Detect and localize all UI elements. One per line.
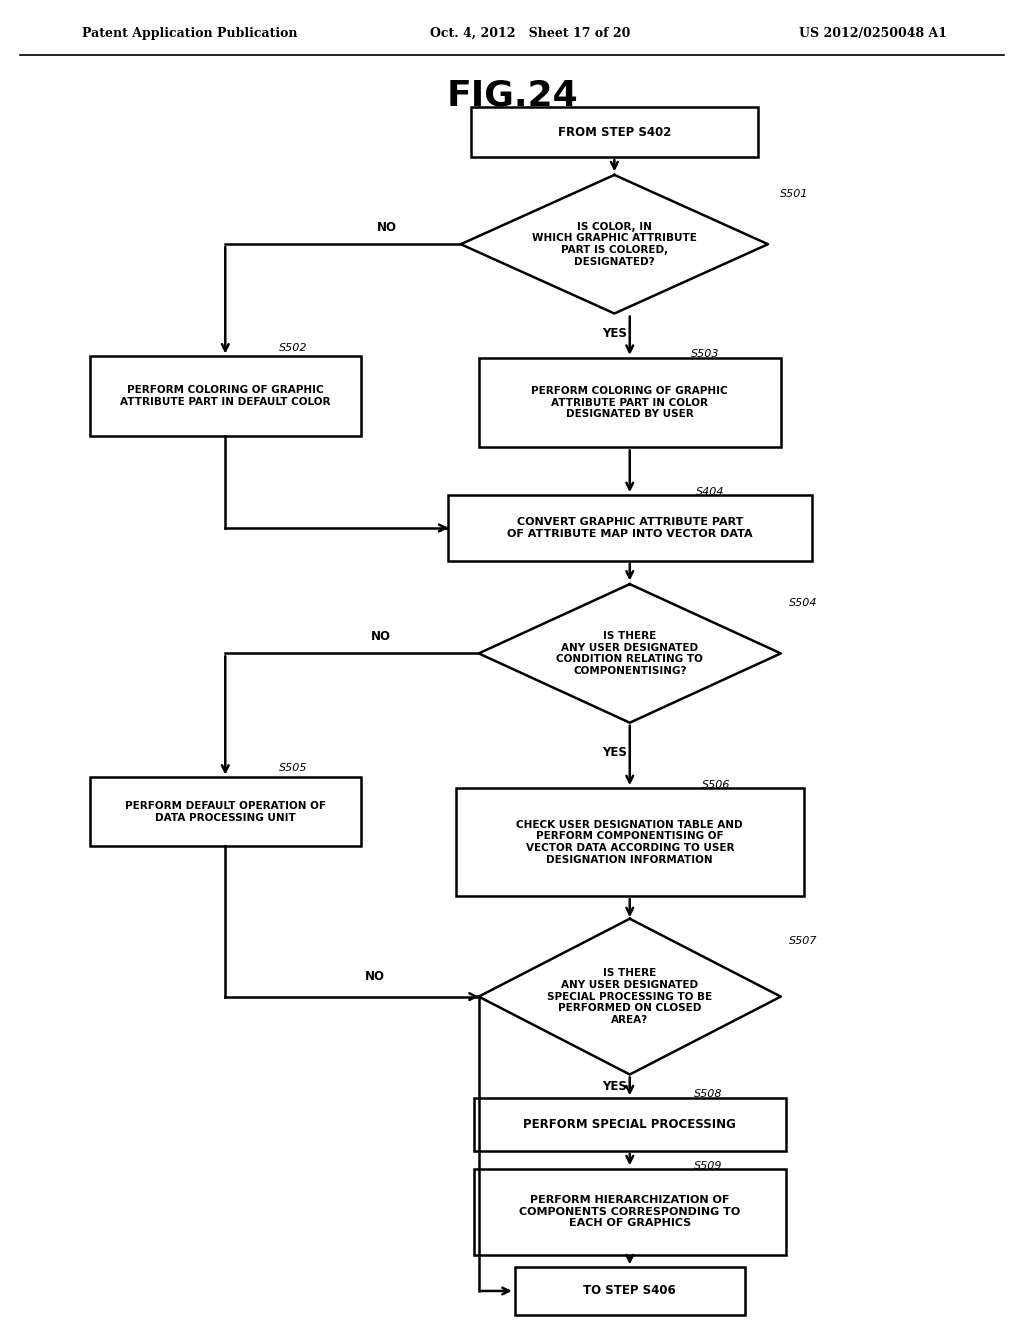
Text: CHECK USER DESIGNATION TABLE AND
PERFORM COMPONENTISING OF
VECTOR DATA ACCORDING: CHECK USER DESIGNATION TABLE AND PERFORM… bbox=[516, 820, 743, 865]
Text: CONVERT GRAPHIC ATTRIBUTE PART
OF ATTRIBUTE MAP INTO VECTOR DATA: CONVERT GRAPHIC ATTRIBUTE PART OF ATTRIB… bbox=[507, 517, 753, 539]
Text: S507: S507 bbox=[788, 936, 817, 946]
Text: NO: NO bbox=[371, 630, 391, 643]
FancyBboxPatch shape bbox=[514, 1267, 744, 1315]
Text: IS THERE
ANY USER DESIGNATED
CONDITION RELATING TO
COMPONENTISING?: IS THERE ANY USER DESIGNATED CONDITION R… bbox=[556, 631, 703, 676]
Text: YES: YES bbox=[602, 1080, 627, 1093]
Text: US 2012/0250048 A1: US 2012/0250048 A1 bbox=[799, 26, 947, 40]
Text: S504: S504 bbox=[788, 598, 817, 609]
Text: S505: S505 bbox=[279, 763, 307, 774]
FancyBboxPatch shape bbox=[449, 495, 811, 561]
Polygon shape bbox=[479, 919, 780, 1074]
Text: S503: S503 bbox=[691, 348, 720, 359]
Text: S404: S404 bbox=[696, 487, 725, 498]
FancyBboxPatch shape bbox=[473, 1098, 786, 1151]
Text: IS THERE
ANY USER DESIGNATED
SPECIAL PROCESSING TO BE
PERFORMED ON CLOSED
AREA?: IS THERE ANY USER DESIGNATED SPECIAL PRO… bbox=[547, 969, 713, 1024]
Text: S508: S508 bbox=[694, 1089, 723, 1100]
Text: PERFORM SPECIAL PROCESSING: PERFORM SPECIAL PROCESSING bbox=[523, 1118, 736, 1131]
Text: PERFORM DEFAULT OPERATION OF
DATA PROCESSING UNIT: PERFORM DEFAULT OPERATION OF DATA PROCES… bbox=[125, 801, 326, 822]
Text: S509: S509 bbox=[694, 1160, 723, 1171]
Text: NO: NO bbox=[365, 970, 385, 983]
Text: IS COLOR, IN
WHICH GRAPHIC ATTRIBUTE
PART IS COLORED,
DESIGNATED?: IS COLOR, IN WHICH GRAPHIC ATTRIBUTE PAR… bbox=[531, 222, 697, 267]
FancyBboxPatch shape bbox=[90, 356, 361, 436]
Text: NO: NO bbox=[377, 220, 397, 234]
FancyBboxPatch shape bbox=[90, 777, 361, 846]
Polygon shape bbox=[479, 583, 780, 722]
Text: PERFORM COLORING OF GRAPHIC
ATTRIBUTE PART IN DEFAULT COLOR: PERFORM COLORING OF GRAPHIC ATTRIBUTE PA… bbox=[120, 385, 331, 407]
FancyBboxPatch shape bbox=[471, 107, 758, 157]
Text: YES: YES bbox=[602, 746, 627, 759]
Text: Patent Application Publication: Patent Application Publication bbox=[82, 26, 297, 40]
Text: TO STEP S406: TO STEP S406 bbox=[584, 1284, 676, 1298]
FancyBboxPatch shape bbox=[456, 788, 804, 896]
Text: PERFORM HIERARCHIZATION OF
COMPONENTS CORRESPONDING TO
EACH OF GRAPHICS: PERFORM HIERARCHIZATION OF COMPONENTS CO… bbox=[519, 1195, 740, 1229]
Text: YES: YES bbox=[602, 327, 627, 341]
Text: FIG.24: FIG.24 bbox=[446, 78, 578, 112]
Text: Oct. 4, 2012   Sheet 17 of 20: Oct. 4, 2012 Sheet 17 of 20 bbox=[430, 26, 631, 40]
Text: S506: S506 bbox=[701, 780, 730, 791]
Text: S501: S501 bbox=[780, 189, 809, 199]
Text: S502: S502 bbox=[279, 343, 307, 354]
Polygon shape bbox=[461, 176, 768, 314]
Text: PERFORM COLORING OF GRAPHIC
ATTRIBUTE PART IN COLOR
DESIGNATED BY USER: PERFORM COLORING OF GRAPHIC ATTRIBUTE PA… bbox=[531, 385, 728, 420]
FancyBboxPatch shape bbox=[479, 358, 780, 447]
FancyBboxPatch shape bbox=[473, 1170, 786, 1254]
Text: FROM STEP S402: FROM STEP S402 bbox=[558, 125, 671, 139]
